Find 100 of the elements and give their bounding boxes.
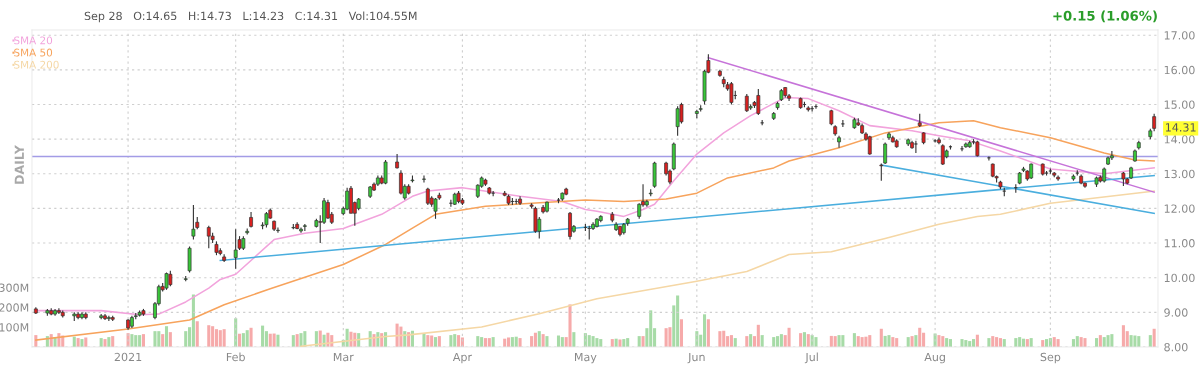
bar (491, 337, 495, 347)
y2-tick-label: 100M (0, 323, 29, 332)
bar (349, 331, 353, 347)
y-tick-label: 14.00 (1164, 135, 1195, 144)
bar (860, 337, 864, 347)
x-tick-label: Apr (452, 352, 473, 364)
text: DAILY (14, 145, 24, 184)
candlestick (933, 138, 937, 144)
bar (211, 326, 215, 347)
y-tick-label: 17.00 (1164, 31, 1195, 40)
bar (906, 337, 910, 347)
line-series (300, 190, 1155, 347)
y2-tick-label: 300M (0, 283, 29, 292)
candlestick (326, 199, 330, 220)
candlestick (914, 140, 918, 154)
bar (453, 334, 457, 347)
x-tick-label: Jun (687, 352, 705, 364)
candlestick (399, 169, 403, 196)
bar (207, 325, 211, 347)
y-tick-label: 13.00 (1164, 169, 1195, 179)
bar (772, 337, 776, 347)
bar (1152, 328, 1156, 347)
bar (572, 332, 576, 347)
x-tick-label: Feb (226, 352, 245, 362)
bar (560, 337, 564, 347)
x-tick-label: Sep (1040, 352, 1061, 364)
bar (249, 327, 253, 347)
x-tick-label: 2021 (114, 352, 142, 362)
x-tick-label: Mar (333, 352, 354, 362)
candlestick (1110, 150, 1114, 161)
bar (718, 331, 722, 347)
line-series (35, 120, 1155, 341)
bar (153, 331, 157, 347)
bar (837, 335, 841, 347)
bar (702, 314, 707, 347)
bar (157, 331, 161, 347)
bar (164, 326, 169, 347)
bar (222, 329, 226, 347)
text: +0.15 (1.06%) (1053, 10, 1157, 23)
bar (184, 331, 188, 347)
x-tick-label: Aug (924, 352, 945, 364)
bar (722, 330, 726, 347)
bar (649, 310, 653, 347)
candlestick (233, 228, 238, 270)
bar (887, 335, 891, 347)
bar (706, 319, 710, 347)
candlestick (837, 135, 841, 149)
bar (84, 337, 88, 347)
x-tick-label: May (575, 352, 597, 364)
y-tick-label: 15.00 (1164, 100, 1195, 109)
bar (1083, 338, 1087, 347)
bar (879, 328, 883, 347)
bar (814, 337, 818, 347)
candlestick (814, 103, 818, 110)
candlestick (652, 161, 657, 189)
bar (664, 328, 668, 347)
y-tick-label: 12.00 (1164, 204, 1195, 213)
bar (1121, 325, 1125, 347)
y-tick-label: 11.00 (1164, 239, 1195, 248)
candlestick (675, 105, 680, 137)
bar (261, 325, 265, 347)
text: 14.31 (1165, 123, 1196, 132)
y-tick-label: 8.00 (1164, 342, 1188, 352)
bar (218, 330, 222, 347)
candlestick (744, 93, 749, 113)
candlestick (206, 225, 211, 249)
legend-label: SMA 20 (14, 36, 53, 45)
bar (299, 333, 303, 347)
line-series (35, 96, 1155, 316)
candlestick (299, 226, 303, 234)
bar (787, 327, 791, 347)
bar (195, 321, 199, 347)
bar (295, 334, 299, 347)
legend-label: SMA 50 (14, 48, 53, 57)
y-tick-label: 16.00 (1164, 65, 1195, 75)
bar (1052, 337, 1056, 347)
bar (960, 339, 964, 347)
y-tick-label: 9.00 (1164, 308, 1188, 317)
candlestick (756, 88, 761, 116)
bar (891, 337, 895, 347)
y2-tick-label: 200M (0, 303, 29, 312)
bar (107, 337, 111, 347)
bar (1018, 337, 1022, 347)
bar (618, 339, 622, 347)
bar (679, 319, 683, 347)
text: Sep 28 O:14.65 H:14.73 L:14.23 C:14.31 Vol:104.55M (84, 11, 417, 23)
bar (161, 334, 165, 347)
bar (130, 334, 134, 347)
bar (433, 337, 438, 347)
legend-label: SMA 200 (14, 60, 59, 69)
candlestick (960, 145, 964, 152)
bar (541, 334, 545, 347)
bar (103, 339, 107, 347)
candlestick (422, 174, 426, 183)
bar (1102, 337, 1106, 347)
bar (918, 327, 922, 347)
bar (245, 330, 249, 347)
candlestick (840, 119, 845, 128)
bar (1079, 337, 1083, 347)
bar (168, 332, 172, 347)
